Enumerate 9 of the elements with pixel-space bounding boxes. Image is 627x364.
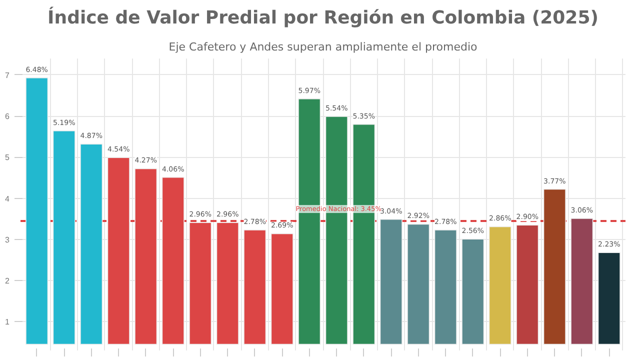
y-tick-label: 5	[5, 153, 10, 162]
chart-subtitle: Eje Cafetero y Andes superan ampliamente el promedio	[168, 40, 478, 54]
chart-title: Índice de Valor Predial por Región en Colombia (2025)	[48, 6, 598, 28]
y-tick-label: 6	[5, 112, 10, 122]
y-tick-label: 2	[5, 276, 10, 286]
y-tick-label: 4	[5, 194, 10, 204]
y-tick-label: 3	[5, 235, 10, 244]
y-tick-label: 7	[5, 70, 10, 80]
y-tick-label: 1	[5, 318, 10, 327]
